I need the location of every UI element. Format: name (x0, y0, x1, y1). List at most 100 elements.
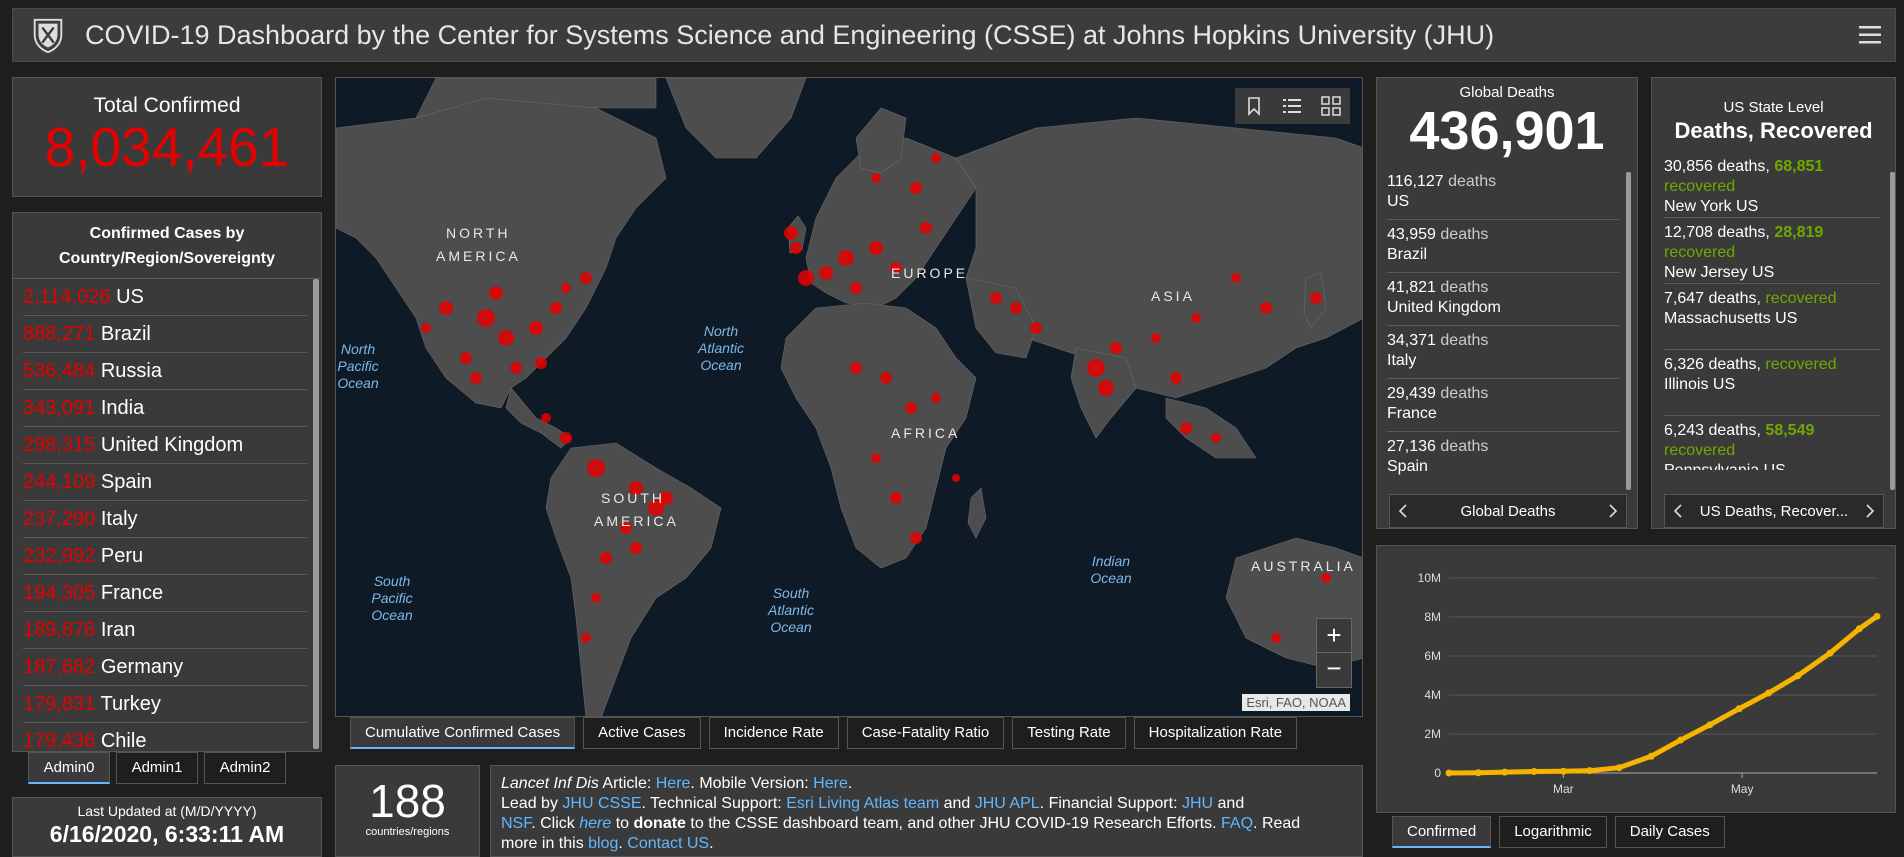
case-bubble[interactable] (1170, 372, 1182, 384)
next-chevron-icon[interactable] (1865, 504, 1875, 518)
case-bubble[interactable] (838, 250, 854, 266)
map-tab[interactable]: Testing Rate (1012, 717, 1126, 749)
confirmed-data-point[interactable] (1826, 649, 1834, 657)
case-bubble[interactable] (1271, 633, 1281, 643)
case-bubble[interactable] (798, 270, 814, 286)
case-bubble[interactable] (659, 491, 673, 505)
case-bubble[interactable] (1010, 302, 1022, 314)
case-bubble[interactable] (920, 222, 932, 234)
case-bubble[interactable] (1260, 302, 1272, 314)
case-bubble[interactable] (529, 321, 543, 335)
prev-chevron-icon[interactable] (1673, 504, 1683, 518)
global-death-row[interactable]: 43,959 deaths Brazil (1387, 220, 1619, 273)
nsf-link[interactable]: NSF (501, 815, 532, 832)
legend-list-icon[interactable] (1282, 97, 1302, 115)
country-row[interactable]: 194,305 France (23, 575, 307, 612)
case-bubble[interactable] (560, 432, 572, 444)
map-tab[interactable]: Cumulative Confirmed Cases (350, 717, 576, 749)
country-row[interactable]: 244,109 Spain (23, 464, 307, 501)
confirmed-data-point[interactable] (1735, 705, 1743, 713)
case-bubble[interactable] (591, 593, 601, 603)
zoom-out-button[interactable]: − (1326, 653, 1342, 683)
case-bubble[interactable] (880, 372, 892, 384)
case-bubble[interactable] (581, 633, 591, 643)
confirmed-data-point[interactable] (1530, 767, 1538, 775)
case-bubble[interactable] (1180, 422, 1192, 434)
global-death-row[interactable]: 27,136 deaths Spain (1387, 432, 1619, 483)
country-row[interactable]: 343,091 India (23, 390, 307, 427)
contact-us-link[interactable]: Contact US (627, 835, 710, 852)
case-bubble[interactable] (790, 242, 802, 254)
case-bubble[interactable] (931, 393, 941, 403)
case-bubble[interactable] (477, 309, 495, 327)
confirmed-data-point[interactable] (1677, 736, 1685, 744)
case-bubble[interactable] (561, 283, 571, 293)
country-row[interactable]: 187,682 Germany (23, 649, 307, 686)
hamburger-menu-icon[interactable] (1855, 20, 1885, 50)
global-deaths-scrollbar[interactable] (1626, 172, 1631, 490)
case-bubble[interactable] (421, 323, 431, 333)
case-bubble[interactable] (1098, 380, 1114, 396)
case-bubble[interactable] (910, 182, 922, 194)
case-bubble[interactable] (1191, 313, 1201, 323)
case-bubble[interactable] (587, 459, 605, 477)
case-bubble[interactable] (470, 372, 482, 384)
confirmed-data-point[interactable] (1445, 769, 1453, 777)
us-state-row[interactable]: 30,856 deaths, 68,851 recovered New York U… (1664, 152, 1880, 218)
basemap-gallery-icon[interactable] (1320, 96, 1341, 116)
tab-logarithmic[interactable]: Logarithmic (1499, 816, 1607, 848)
country-row[interactable]: 2,114,026 US (23, 279, 307, 316)
confirmed-data-point[interactable] (1615, 764, 1623, 772)
map-tab[interactable]: Incidence Rate (708, 717, 839, 749)
case-bubble[interactable] (460, 352, 472, 364)
jhu-link[interactable]: JHU (1181, 795, 1214, 812)
case-bubble[interactable] (850, 282, 862, 294)
case-bubble[interactable] (1110, 342, 1122, 354)
case-bubble[interactable] (869, 241, 883, 255)
country-row[interactable]: 888,271 Brazil (23, 316, 307, 353)
confirmed-data-point[interactable] (1647, 752, 1655, 760)
global-death-row[interactable]: 34,371 deaths Italy (1387, 326, 1619, 379)
bookmark-icon[interactable] (1245, 96, 1263, 116)
mobile-version-link[interactable]: Here (813, 775, 848, 792)
country-row[interactable]: 179,831 Turkey (23, 686, 307, 723)
country-row[interactable]: 298,315 United Kingdom (23, 427, 307, 464)
case-bubble[interactable] (489, 286, 503, 300)
map-tab[interactable]: Active Cases (583, 717, 701, 749)
case-bubble[interactable] (580, 272, 592, 284)
case-bubble[interactable] (784, 226, 798, 240)
country-row[interactable]: 232,992 Peru (23, 538, 307, 575)
case-bubble[interactable] (850, 362, 862, 374)
prev-chevron-icon[interactable] (1398, 504, 1408, 518)
blog-link[interactable]: blog (588, 835, 619, 852)
tab-admin2[interactable]: Admin2 (204, 752, 286, 784)
case-bubble[interactable] (1030, 322, 1042, 334)
map-tab[interactable]: Hospitalization Rate (1133, 717, 1298, 749)
case-bubble[interactable] (600, 552, 612, 564)
donate-here-link[interactable]: here (579, 815, 612, 832)
country-row[interactable]: 189,876 Iran (23, 612, 307, 649)
case-bubble[interactable] (1231, 273, 1241, 283)
country-list-scrollbar[interactable] (313, 279, 319, 749)
case-bubble[interactable] (550, 302, 562, 314)
case-bubble[interactable] (629, 481, 643, 495)
case-bubble[interactable] (1310, 292, 1322, 304)
country-row[interactable]: 179,436 Chile (23, 723, 307, 751)
case-bubble[interactable] (910, 532, 922, 544)
tab-admin1[interactable]: Admin1 (116, 752, 198, 784)
confirmed-data-point[interactable] (1855, 625, 1863, 633)
case-bubble[interactable] (1151, 333, 1161, 343)
tab-confirmed[interactable]: Confirmed (1392, 816, 1492, 848)
case-bubble[interactable] (871, 173, 881, 183)
case-bubble[interactable] (439, 301, 453, 315)
case-bubble[interactable] (990, 292, 1002, 304)
global-death-row[interactable]: 41,821 deaths United Kingdom (1387, 273, 1619, 326)
esri-living-atlas-link[interactable]: Esri Living Atlas team (786, 795, 940, 812)
case-bubble[interactable] (952, 474, 960, 482)
tab-admin0[interactable]: Admin0 (28, 752, 110, 784)
confirmed-data-point[interactable] (1765, 689, 1773, 697)
confirmed-data-point[interactable] (1559, 767, 1567, 775)
case-bubble[interactable] (648, 500, 664, 516)
case-bubble[interactable] (510, 362, 522, 374)
case-bubble[interactable] (498, 330, 514, 346)
